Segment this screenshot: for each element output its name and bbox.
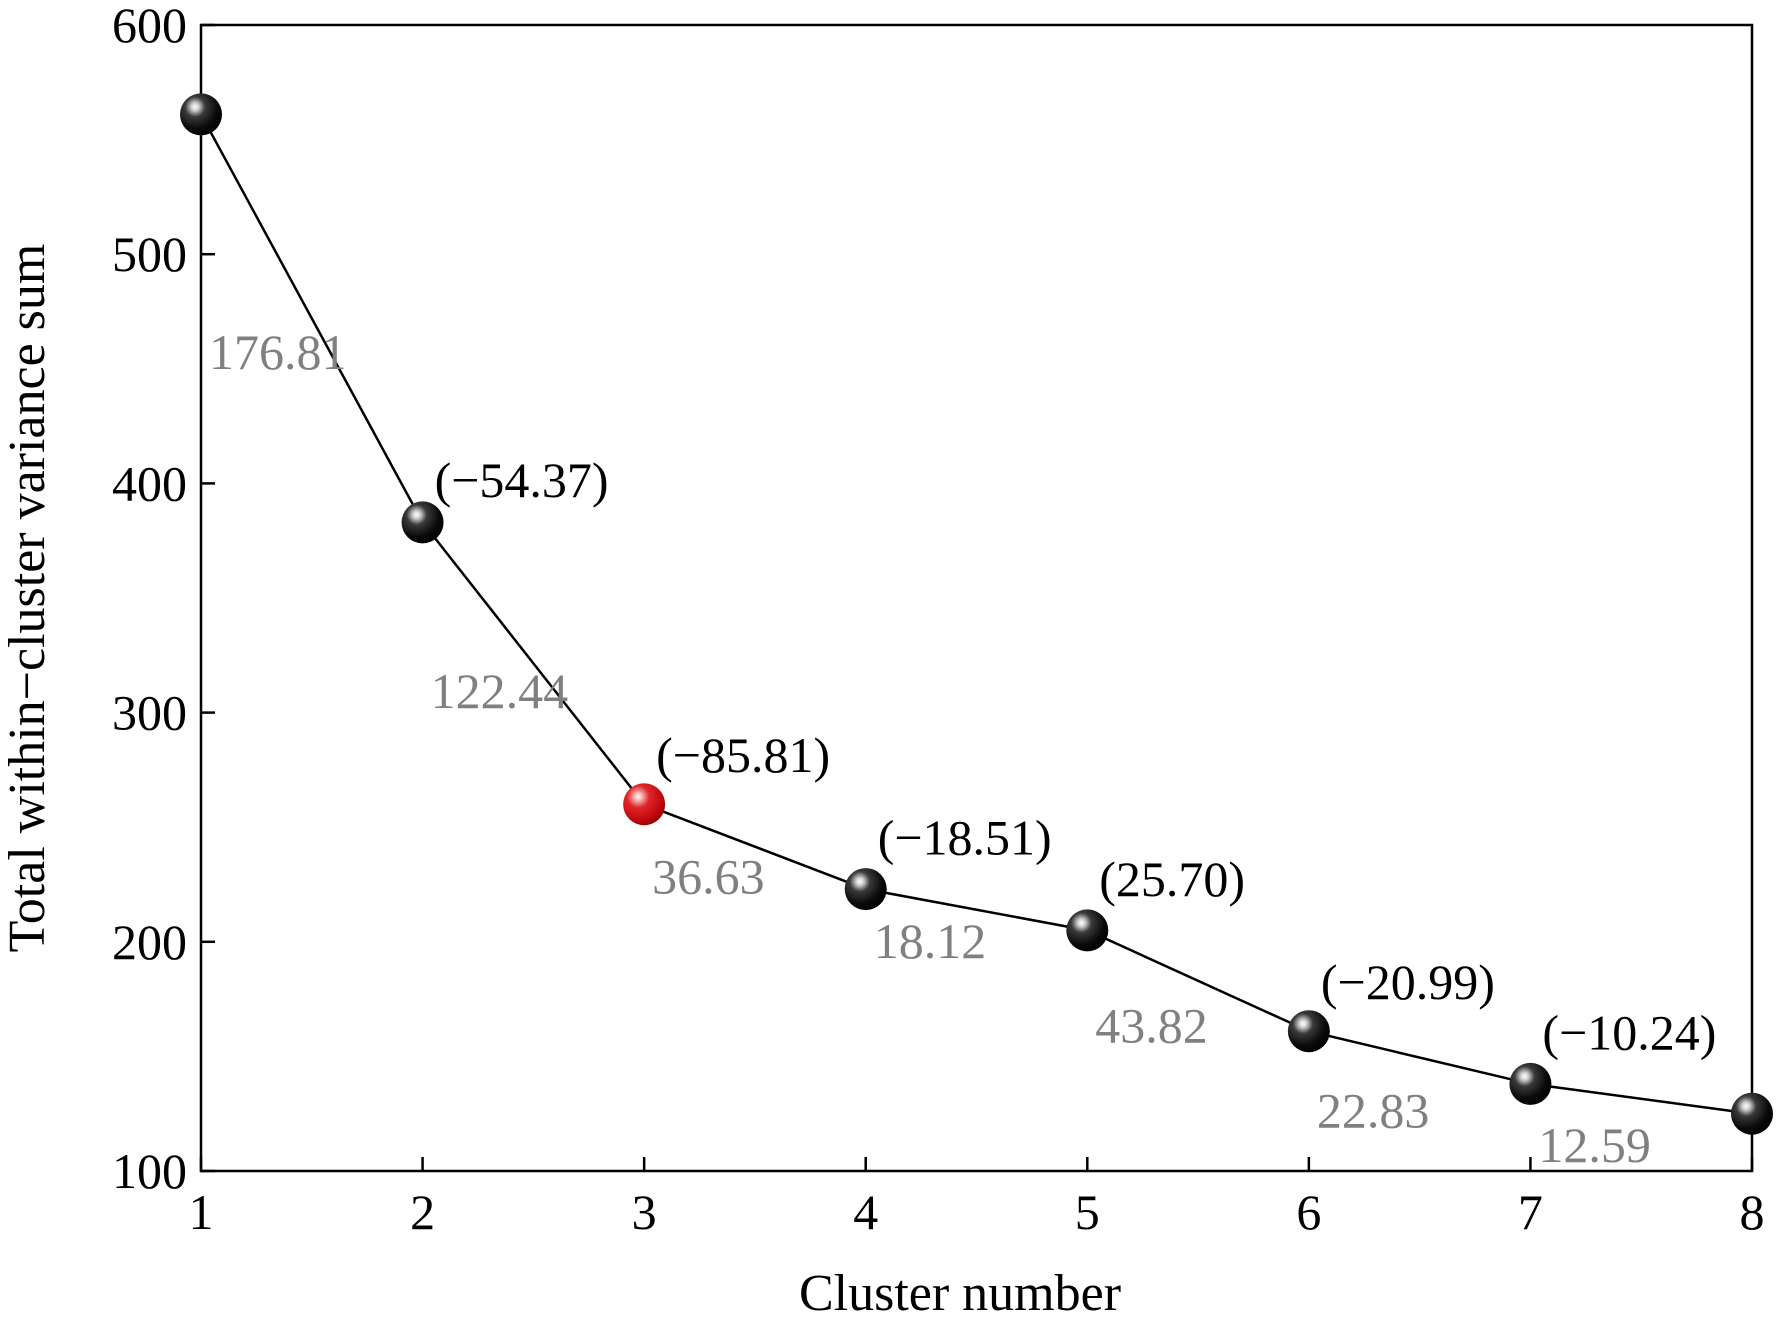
- x-tick-label: 7: [1518, 1184, 1543, 1240]
- second-difference-label: (−54.37): [435, 452, 609, 508]
- second-difference-label: (−85.81): [656, 727, 830, 783]
- difference-label: 43.82: [1095, 998, 1208, 1054]
- x-tick-label: 6: [1296, 1184, 1321, 1240]
- difference-label: 12.59: [1538, 1117, 1651, 1173]
- series-points: [180, 93, 1773, 1135]
- data-point-highlighted: [623, 783, 666, 826]
- data-point: [1731, 1092, 1773, 1135]
- difference-label: 122.44: [431, 663, 568, 719]
- series-line: [199, 113, 1753, 1115]
- difference-label: 176.81: [209, 324, 347, 380]
- data-point: [401, 501, 444, 544]
- y-tick-label: 600: [112, 0, 187, 53]
- x-tick-label: 2: [410, 1184, 435, 1240]
- plot-frame: [199, 23, 1754, 1173]
- difference-label: 36.63: [652, 849, 765, 905]
- second-difference-label: (−10.24): [1542, 1005, 1716, 1061]
- tick-marks: [199, 23, 1754, 1173]
- y-tick-label: 100: [112, 1143, 187, 1199]
- data-point: [1066, 909, 1109, 952]
- difference-label: 22.83: [1317, 1082, 1430, 1138]
- data-point: [180, 93, 222, 136]
- x-tick-label: 8: [1740, 1184, 1765, 1240]
- y-tick-label: 400: [112, 455, 187, 511]
- x-axis-label: Cluster number: [799, 1265, 1121, 1322]
- second-difference-label: (−20.99): [1321, 954, 1495, 1010]
- x-tick-label: 5: [1075, 1184, 1100, 1240]
- data-point: [844, 868, 887, 911]
- y-tick-label: 500: [112, 226, 187, 282]
- y-axis-label: Total within−cluster variance sum: [0, 244, 56, 953]
- second-difference-label: (25.70): [1099, 851, 1245, 907]
- tick-labels: 1 2 3 4 5 6 7 8 100 200 300 400 500 600: [112, 0, 1765, 1240]
- x-tick-label: 1: [189, 1184, 214, 1240]
- annotations: 176.81 122.44 36.63 18.12 43.82 22.83 12.59 (−5…: [209, 324, 1716, 1173]
- x-tick-label: 3: [632, 1184, 657, 1240]
- y-tick-label: 200: [112, 914, 187, 970]
- difference-label: 18.12: [874, 913, 987, 969]
- data-point: [1509, 1062, 1552, 1105]
- second-difference-label: (−18.51): [878, 810, 1052, 866]
- data-point: [1287, 1010, 1330, 1053]
- x-tick-label: 4: [853, 1184, 878, 1240]
- y-tick-label: 300: [112, 685, 187, 741]
- series-line-group: [199, 113, 1753, 1115]
